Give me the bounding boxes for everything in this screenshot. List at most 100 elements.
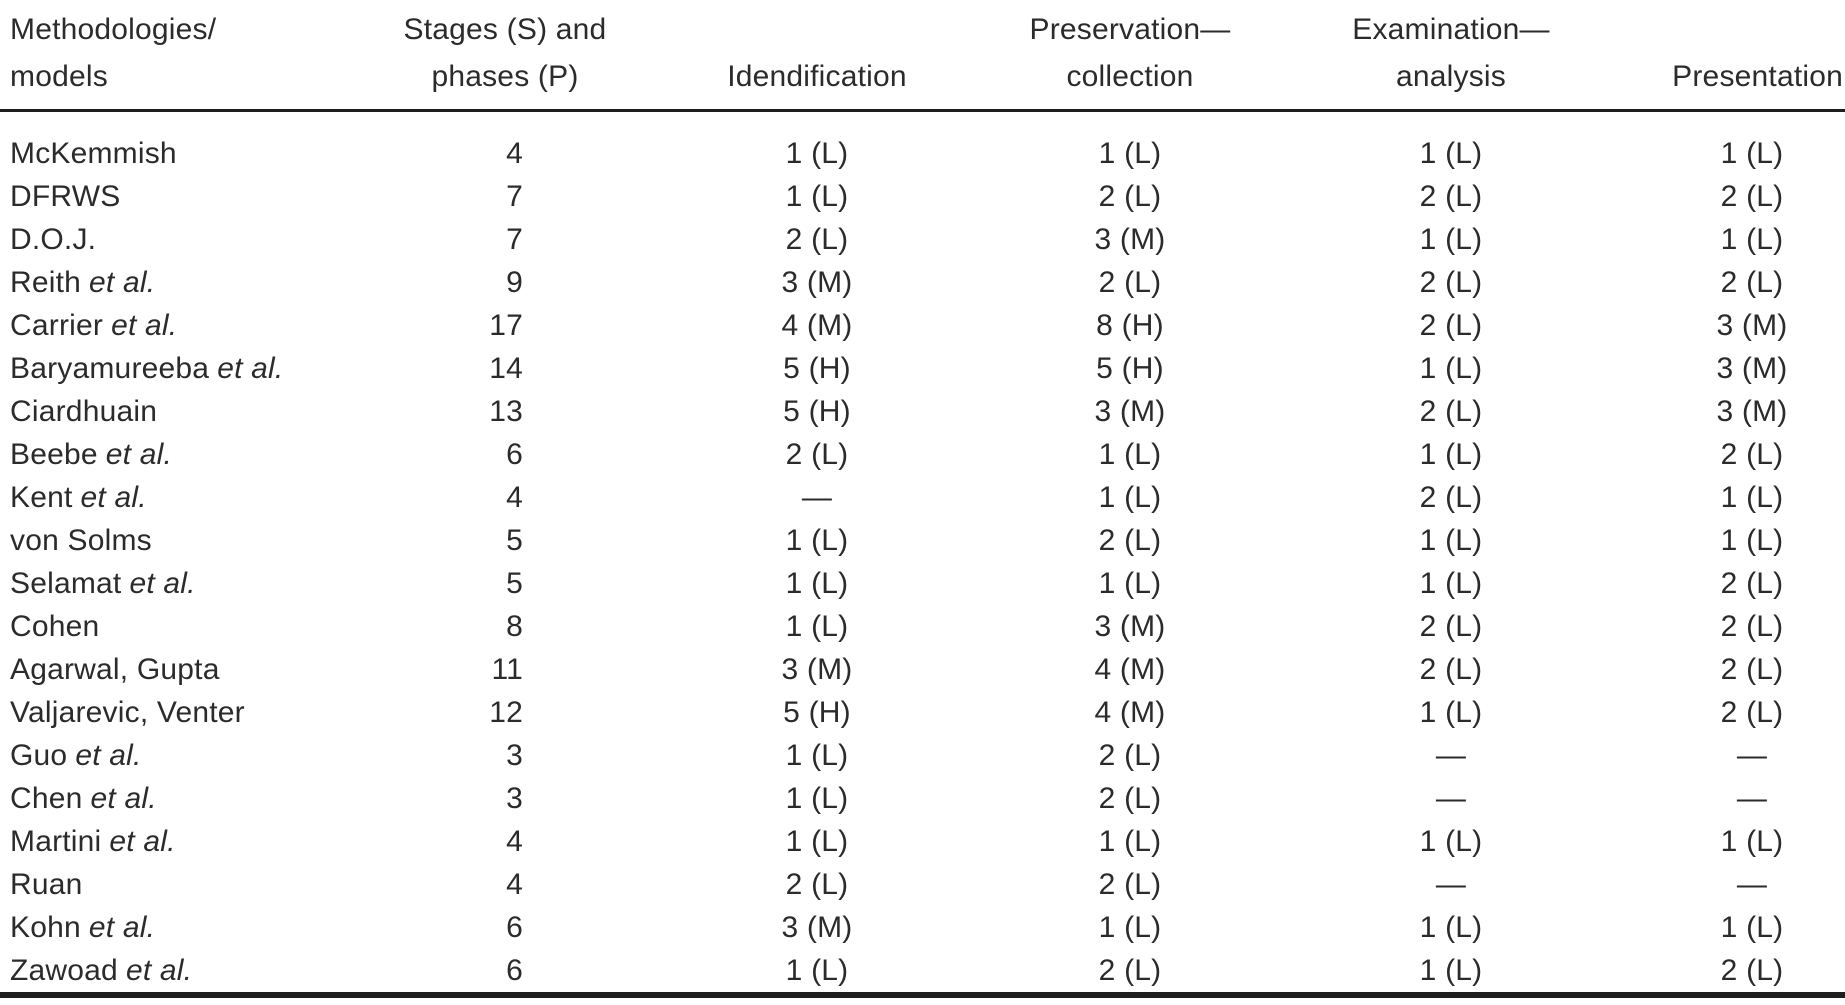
preservation-value: 1 (L) [1098, 824, 1162, 858]
table-row: Beebe et al. 6 2 (L) 1 (L) 1 (L) 2 (L) [0, 433, 1845, 476]
table-row: Ruan 4 2 (L) 2 (L) — — [0, 863, 1845, 906]
table-row: D.O.J. 7 2 (L) 3 (M) 1 (L) 1 (L) [0, 218, 1845, 261]
examination-value: 2 (L) [1419, 308, 1483, 342]
header-line: phases (P) [431, 60, 579, 93]
header-line: models [10, 60, 108, 93]
presentation-value: 1 (L) [1720, 222, 1784, 256]
identification-value: 4 (M) [781, 308, 853, 342]
methodology-name: Selamat et al. [0, 562, 340, 605]
preservation-value: 3 (M) [1094, 394, 1166, 428]
header-line: collection [1066, 60, 1194, 93]
presentation-value: 2 (L) [1720, 265, 1784, 299]
identification-value: 3 (M) [781, 652, 853, 686]
methodology-name: D.O.J. [0, 218, 340, 261]
stages-value: 4 [506, 480, 523, 514]
identification-value: 1 (L) [785, 179, 849, 213]
model-name: Martini [10, 824, 102, 858]
methodology-name: Kent et al. [0, 476, 340, 519]
stages-value: 12 [489, 695, 523, 729]
examination-value: 2 (L) [1419, 652, 1483, 686]
presentation-value: 3 (M) [1716, 308, 1788, 342]
presentation-value: 2 (L) [1720, 953, 1784, 987]
stages-value: 9 [506, 265, 523, 299]
etal-suffix: et al. [217, 351, 284, 385]
identification-value: 1 (L) [785, 609, 849, 643]
table-header: Methodologies/models Stages (S) and phase… [0, 0, 1845, 112]
model-name: Carrier [10, 308, 104, 342]
methodology-name: Reith et al. [0, 261, 340, 304]
examination-value: 2 (L) [1419, 179, 1483, 213]
model-name: Cohen [10, 609, 100, 643]
examination-value: — [1435, 738, 1467, 772]
etal-suffix: et al. [89, 265, 156, 299]
table-body: McKemmish 4 1 (L) 1 (L) 1 (L) 1 (L) DFRW… [0, 111, 1845, 996]
table-row: Kent et al. 4 — 1 (L) 2 (L) 1 (L) [0, 476, 1845, 519]
methodology-name: Baryamureeba et al. [0, 347, 340, 390]
model-name: D.O.J. [10, 222, 97, 256]
stages-value: 3 [506, 738, 523, 772]
presentation-value: 2 (L) [1720, 437, 1784, 471]
examination-value: 2 (L) [1419, 609, 1483, 643]
model-name: Valjarevic, Venter [10, 695, 245, 729]
examination-value: 1 (L) [1419, 824, 1483, 858]
header-stages-phases: Stages (S) and phases (P) [340, 0, 670, 112]
header-line: Stages (S) and [403, 13, 607, 46]
model-name: Reith [10, 265, 82, 299]
etal-suffix: et al. [75, 738, 142, 772]
methodology-name: DFRWS [0, 175, 340, 218]
preservation-value: 2 (L) [1098, 781, 1162, 815]
identification-value: 1 (L) [785, 738, 849, 772]
preservation-value: 8 (H) [1096, 308, 1164, 342]
model-name: Kent [10, 480, 73, 514]
table-row: Cohen 8 1 (L) 3 (M) 2 (L) 2 (L) [0, 605, 1845, 648]
examination-value: 1 (L) [1419, 437, 1483, 471]
preservation-value: 1 (L) [1098, 437, 1162, 471]
presentation-value: 2 (L) [1720, 179, 1784, 213]
methodology-name: McKemmish [0, 111, 340, 176]
header-line: Preservation— [1029, 13, 1231, 46]
methodology-name: Zawoad et al. [0, 949, 340, 995]
preservation-value: 5 (H) [1096, 351, 1164, 385]
header-methodologies: Methodologies/models [0, 0, 340, 112]
model-name: Kohn [10, 910, 81, 944]
stages-value: 4 [506, 867, 523, 901]
examination-value: 2 (L) [1419, 480, 1483, 514]
presentation-value: 1 (L) [1720, 136, 1784, 170]
methodology-name: Martini et al. [0, 820, 340, 863]
stages-value: 11 [491, 652, 523, 686]
table-row: Selamat et al. 5 1 (L) 1 (L) 1 (L) 2 (L) [0, 562, 1845, 605]
header-line: Methodologies/ [10, 13, 217, 46]
stages-value: 4 [506, 136, 523, 170]
identification-value: 1 (L) [785, 136, 849, 170]
model-name: Zawoad [10, 953, 118, 987]
methodology-name: Cohen [0, 605, 340, 648]
identification-value: 5 (H) [783, 351, 851, 385]
examination-value: 1 (L) [1419, 953, 1483, 987]
table-row: von Solms 5 1 (L) 2 (L) 1 (L) 1 (L) [0, 519, 1845, 562]
preservation-value: 1 (L) [1098, 566, 1162, 600]
table-row: DFRWS 7 1 (L) 2 (L) 2 (L) 2 (L) [0, 175, 1845, 218]
methodology-name: Ruan [0, 863, 340, 906]
stages-value: 6 [506, 910, 523, 944]
examination-value: 1 (L) [1419, 695, 1483, 729]
model-name: Guo [10, 738, 68, 772]
presentation-value: — [1736, 781, 1768, 815]
presentation-value: 2 (L) [1720, 652, 1784, 686]
presentation-value: 2 (L) [1720, 695, 1784, 729]
header-line: analysis [1396, 60, 1506, 93]
table-row: Martini et al. 4 1 (L) 1 (L) 1 (L) 1 (L) [0, 820, 1845, 863]
examination-value: 1 (L) [1419, 136, 1483, 170]
examination-value: 1 (L) [1419, 523, 1483, 557]
etal-suffix: et al. [129, 566, 196, 600]
identification-value: — [801, 480, 833, 514]
identification-value: 1 (L) [785, 824, 849, 858]
model-name: Chen [10, 781, 83, 815]
etal-suffix: et al. [111, 308, 178, 342]
preservation-value: 2 (L) [1098, 867, 1162, 901]
examination-value: 1 (L) [1419, 222, 1483, 256]
header-presentation: Presentation [1606, 0, 1845, 112]
etal-suffix: et al. [109, 824, 176, 858]
methodology-name: Chen et al. [0, 777, 340, 820]
preservation-value: 1 (L) [1098, 136, 1162, 170]
